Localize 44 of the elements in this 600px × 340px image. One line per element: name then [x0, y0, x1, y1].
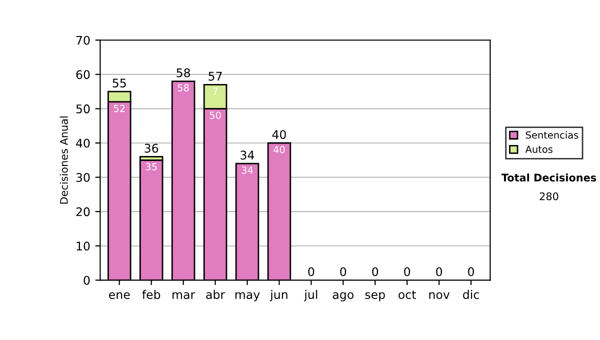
data-label: 52 — [114, 104, 125, 112]
total-label: 36 — [144, 144, 158, 153]
total-label: 0 — [436, 267, 442, 276]
data-label: 7 — [212, 88, 218, 95]
total-label: 0 — [372, 267, 378, 276]
y-tick-label: 40 — [76, 138, 90, 148]
total-label: 55 — [112, 78, 126, 88]
total-label: 58 — [176, 68, 190, 78]
x-tick-label: sep — [365, 292, 385, 302]
x-tick-label: dic — [463, 290, 479, 300]
total-label: 40 — [272, 130, 286, 139]
data-label: 50 — [210, 112, 221, 119]
total-label: 0 — [308, 267, 314, 276]
y-tick-label: 20 — [76, 207, 90, 216]
y-tick-label: 30 — [76, 173, 90, 182]
x-tick-label: abr — [206, 290, 226, 300]
y-tick-label: 0 — [84, 276, 90, 285]
legend-label: Sentencias — [526, 131, 578, 139]
y-tick-label: 70 — [76, 36, 90, 45]
x-tick-label: ene — [109, 292, 130, 300]
legend-label: Autos — [525, 146, 552, 153]
x-tick-label: nov — [429, 292, 450, 300]
data-label: 58 — [178, 84, 189, 92]
y-axis-title: Decisiones Anual — [60, 116, 68, 204]
x-tick-label: jul — [304, 290, 318, 302]
x-tick-label: may — [235, 292, 260, 302]
data-label: 34 — [242, 166, 253, 174]
data-label: 35 — [146, 163, 157, 170]
x-tick-label: oct — [398, 290, 416, 300]
y-tick-label: 60 — [76, 70, 90, 80]
x-tick-label: ago — [332, 292, 354, 302]
y-tick-label: 10 — [76, 242, 90, 251]
total-label: 57 — [208, 72, 222, 81]
x-tick-label: jun — [270, 290, 288, 302]
total-label: 0 — [404, 267, 410, 276]
y-tick-label: 50 — [76, 104, 90, 114]
total-label: 0 — [468, 267, 474, 276]
data-label: 40 — [274, 146, 285, 154]
x-tick-label: mar — [172, 292, 196, 300]
total-label: 34 — [240, 150, 254, 160]
total-label: 0 — [340, 267, 346, 276]
text: Total Decisiones — [501, 173, 596, 182]
text: 280 — [540, 192, 558, 200]
x-tick-label: feb — [142, 290, 160, 300]
